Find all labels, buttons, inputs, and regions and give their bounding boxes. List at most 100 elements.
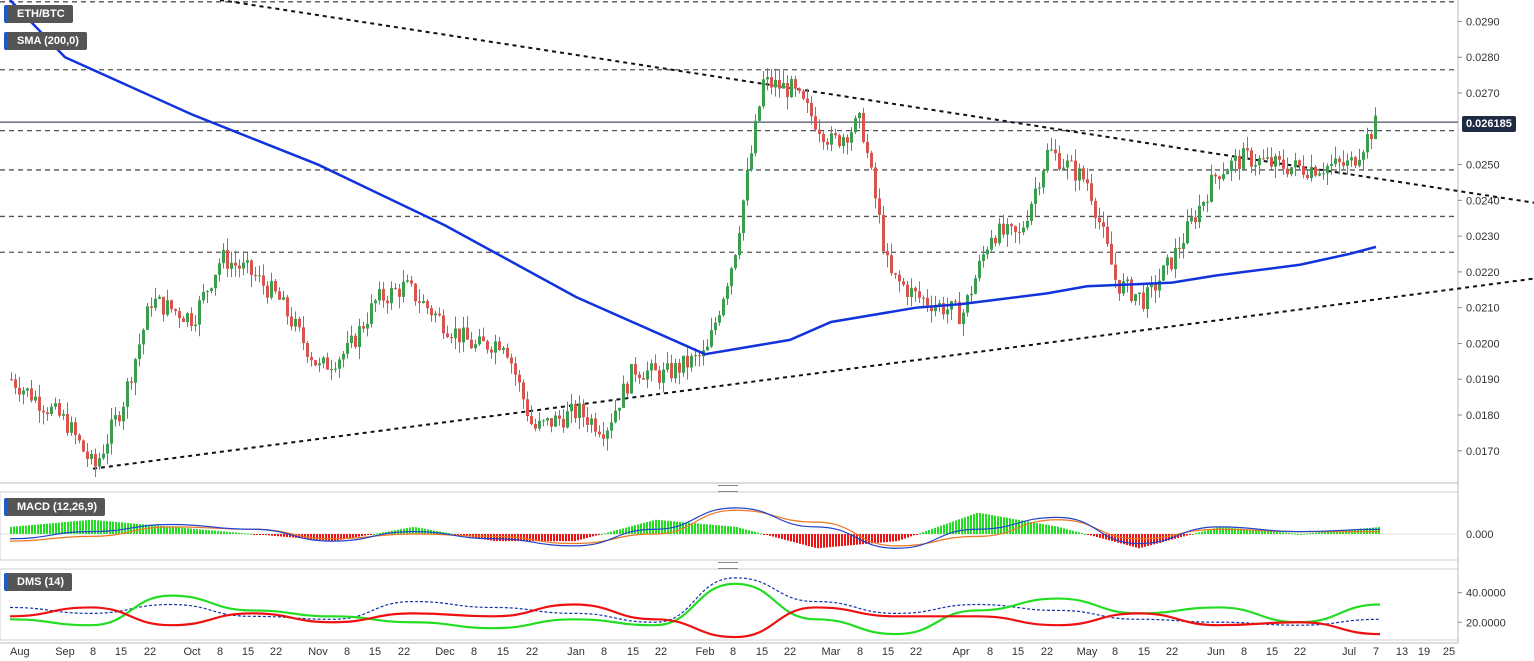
macd-hist-bar	[727, 526, 729, 534]
candle-up	[202, 292, 205, 301]
macd-hist-bar	[589, 534, 591, 538]
macd-hist-bar	[1210, 529, 1212, 534]
macd-hist-bar	[913, 534, 915, 536]
candle-down	[1058, 153, 1061, 170]
macd-hist-bar	[268, 534, 270, 536]
x-tick-label: 22	[1166, 646, 1178, 658]
dms-indicator-label[interactable]: DMS (14)	[4, 573, 73, 591]
sma-indicator-label[interactable]: SMA (200,0)	[4, 32, 87, 50]
macd-hist-bar	[550, 534, 552, 542]
macd-hist-bar	[712, 524, 714, 534]
candle-up	[854, 118, 857, 133]
macd-hist-bar	[376, 533, 378, 535]
macd-indicator-label[interactable]: MACD (12,26,9)	[4, 498, 106, 516]
macd-hist-bar	[607, 532, 609, 534]
candle-down	[678, 362, 681, 373]
macd-hist-bar	[181, 527, 183, 534]
macd-hist-bar	[799, 534, 801, 544]
candle-down	[1098, 217, 1101, 223]
candle-down	[18, 387, 21, 395]
macd-hist-bar	[988, 514, 990, 534]
candle-down	[1110, 243, 1113, 265]
candle-up	[646, 370, 649, 380]
sma-200-line	[9, 0, 1377, 356]
macd-hist-bar	[211, 530, 213, 534]
candle-down	[178, 311, 181, 319]
dms-pane-resize-handle[interactable]	[718, 562, 738, 569]
macd-hist-bar	[1330, 531, 1332, 534]
macd-hist-bar	[388, 531, 390, 534]
macd-hist-bar	[322, 534, 324, 541]
macd-pane-bg	[0, 491, 1459, 561]
candle-down	[918, 291, 921, 298]
y-tick-label: 0.0220	[1466, 267, 1500, 279]
candle-down	[46, 412, 49, 415]
macd-hist-bar	[460, 534, 462, 536]
macd-hist-bar	[775, 534, 777, 538]
candle-up	[406, 280, 409, 282]
macd-hist-bar	[160, 525, 162, 534]
macd-hist-bar	[943, 524, 945, 534]
macd-hist-bar	[1372, 527, 1374, 534]
candle-down	[430, 308, 433, 316]
macd-hist-bar	[325, 534, 327, 541]
candle-up	[114, 415, 117, 420]
candle-up	[750, 153, 753, 170]
macd-hist-bar	[655, 519, 657, 534]
x-tick-label: 8	[601, 646, 607, 658]
candle-up	[766, 77, 769, 80]
candle-down	[238, 265, 241, 269]
candle-up	[502, 347, 505, 350]
macd-hist-bar	[586, 534, 588, 538]
macd-hist-bar	[1327, 531, 1329, 534]
macd-hist-bar	[1183, 534, 1185, 537]
candle-up	[1274, 156, 1277, 167]
macd-hist-bar	[991, 515, 993, 534]
macd-hist-bar	[544, 534, 546, 542]
macd-hist-bar	[1225, 527, 1227, 534]
macd-hist-bar	[964, 517, 966, 534]
macd-hist-bar	[841, 534, 843, 547]
macd-hist-bar	[1231, 527, 1233, 534]
candle-down	[522, 382, 525, 400]
candle-up	[910, 287, 913, 298]
macd-hist-bar	[931, 528, 933, 534]
candle-up	[390, 287, 393, 304]
candle-up	[1358, 159, 1361, 166]
candle-up	[758, 106, 761, 121]
candle-up	[1366, 134, 1369, 153]
macd-hist-bar	[778, 534, 780, 539]
macd-hist-bar	[1246, 529, 1248, 534]
x-tick-label: 22	[910, 646, 922, 658]
macd-hist-bar	[1132, 534, 1134, 547]
price-pane-bg	[0, 0, 1458, 483]
macd-hist-bar	[1153, 534, 1155, 545]
macd-hist-bar	[1267, 531, 1269, 534]
macd-hist-bar	[769, 534, 771, 536]
macd-pane-resize-handle[interactable]	[718, 485, 738, 492]
macd-hist-bar	[508, 534, 510, 542]
candle-down	[638, 374, 641, 378]
candle-down	[482, 336, 485, 342]
macd-hist-bar	[1069, 529, 1071, 534]
pair-label[interactable]: ETH/BTC	[4, 5, 73, 23]
candle-down	[1270, 157, 1273, 167]
macd-hist-bar	[175, 527, 177, 534]
candle-down	[410, 280, 413, 284]
macd-hist-bar	[973, 514, 975, 534]
macd-hist-bar	[1048, 525, 1050, 534]
macd-hist-bar	[958, 519, 960, 534]
candle-down	[86, 451, 89, 459]
candle-down	[1278, 156, 1281, 160]
macd-hist-bar	[1099, 534, 1101, 538]
candle-up	[578, 404, 581, 419]
candle-up	[34, 396, 37, 401]
candle-down	[1302, 165, 1305, 175]
macd-hist-bar	[592, 534, 594, 537]
macd-hist-bar	[184, 528, 186, 534]
candle-down	[698, 355, 701, 357]
macd-hist-bar	[832, 534, 834, 547]
candle-up	[218, 263, 221, 275]
candle-up	[706, 346, 709, 351]
candle-down	[898, 274, 901, 282]
